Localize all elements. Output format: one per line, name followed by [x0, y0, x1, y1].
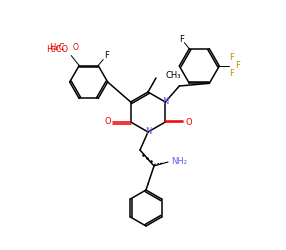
Text: N: N	[145, 128, 151, 136]
Text: H₃CO: H₃CO	[46, 45, 68, 54]
Text: F: F	[229, 54, 234, 62]
Text: H₃C: H₃C	[49, 43, 64, 52]
Text: F: F	[229, 70, 234, 78]
Text: O: O	[104, 118, 111, 126]
Text: F: F	[179, 35, 184, 44]
Text: F: F	[235, 62, 240, 70]
Text: NH₂: NH₂	[171, 158, 187, 166]
Text: O: O	[185, 118, 192, 126]
Text: F: F	[104, 51, 109, 60]
Text: O: O	[72, 43, 78, 52]
Text: N: N	[162, 98, 168, 106]
Text: CH₃: CH₃	[166, 70, 182, 80]
